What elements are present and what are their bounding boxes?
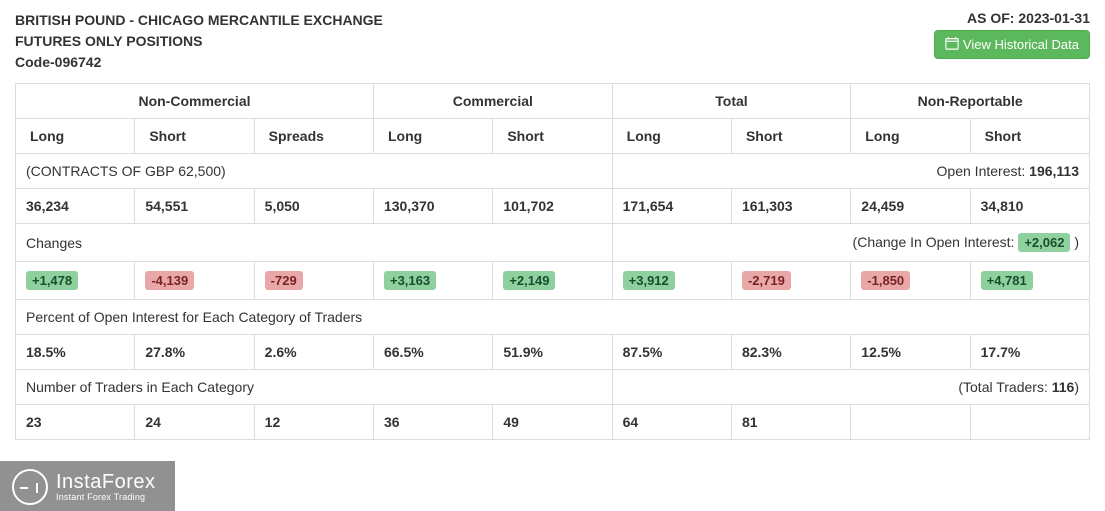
percent-info-row: Percent of Open Interest for Each Catego…	[16, 300, 1090, 335]
percent-cell: 18.5%	[16, 335, 135, 370]
traders-cell: 23	[16, 405, 135, 440]
changes-row: +1,478 -4,139 -729 +3,163 +2,149 +3,912 …	[16, 262, 1090, 300]
group-total: Total	[612, 84, 851, 119]
percent-cell: 17.7%	[970, 335, 1089, 370]
change-badge: -729	[265, 271, 303, 290]
percent-cell: 82.3%	[731, 335, 850, 370]
position-cell: 130,370	[373, 189, 492, 224]
changes-label: Changes	[16, 224, 613, 262]
col-header: Short	[731, 119, 850, 154]
percent-cell: 51.9%	[493, 335, 612, 370]
change-badge: -4,139	[145, 271, 194, 290]
change-badge: -2,719	[742, 271, 791, 290]
traders-info-row: Number of Traders in Each Category (Tota…	[16, 370, 1090, 405]
open-interest-value: 196,113	[1029, 163, 1079, 179]
total-traders-label: (Total Traders:	[958, 379, 1047, 395]
position-cell: 54,551	[135, 189, 254, 224]
traders-cell	[851, 405, 970, 440]
col-header: Long	[851, 119, 970, 154]
change-badge: +3,163	[384, 271, 436, 290]
position-cell: 5,050	[254, 189, 373, 224]
percent-cell: 12.5%	[851, 335, 970, 370]
position-cell: 24,459	[851, 189, 970, 224]
header-title-block: BRITISH POUND - CHICAGO MERCANTILE EXCHA…	[15, 10, 383, 73]
total-traders-suffix: )	[1074, 379, 1079, 395]
percent-cell: 2.6%	[254, 335, 373, 370]
calendar-icon	[945, 36, 959, 53]
position-cell: 101,702	[493, 189, 612, 224]
change-cell: -1,850	[851, 262, 970, 300]
change-badge: +4,781	[981, 271, 1033, 290]
col-header: Spreads	[254, 119, 373, 154]
col-header: Long	[373, 119, 492, 154]
open-interest-cell: Open Interest: 196,113	[612, 154, 1089, 189]
group-non-commercial: Non-Commercial	[16, 84, 374, 119]
change-oi-suffix: )	[1074, 234, 1079, 250]
view-historical-button[interactable]: View Historical Data	[934, 30, 1090, 59]
percent-cell: 27.8%	[135, 335, 254, 370]
change-cell: +2,149	[493, 262, 612, 300]
watermark-brand: InstaForex	[56, 471, 155, 493]
header-code: Code-096742	[15, 52, 383, 73]
change-badge: +1,478	[26, 271, 78, 290]
as-of-block: AS OF: 2023-01-31	[934, 10, 1090, 26]
contracts-label: (CONTRACTS OF GBP 62,500)	[16, 154, 613, 189]
change-cell: +3,163	[373, 262, 492, 300]
col-header: Short	[135, 119, 254, 154]
col-header: Long	[16, 119, 135, 154]
traders-cell: 12	[254, 405, 373, 440]
change-cell: +4,781	[970, 262, 1089, 300]
traders-cell: 24	[135, 405, 254, 440]
change-cell: -2,719	[731, 262, 850, 300]
percent-cell: 87.5%	[612, 335, 731, 370]
position-row: 36,234 54,551 5,050 130,370 101,702 171,…	[16, 189, 1090, 224]
change-badge: +2,149	[503, 271, 555, 290]
traders-cell: 64	[612, 405, 731, 440]
traders-cell: 36	[373, 405, 492, 440]
change-cell: -4,139	[135, 262, 254, 300]
col-header: Short	[970, 119, 1089, 154]
col-header: Long	[612, 119, 731, 154]
percent-cell: 66.5%	[373, 335, 492, 370]
change-badge: +3,912	[623, 271, 675, 290]
column-header-row: Long Short Spreads Long Short Long Short…	[16, 119, 1090, 154]
changes-info-row: Changes (Change In Open Interest: +2,062…	[16, 224, 1090, 262]
traders-label: Number of Traders in Each Category	[16, 370, 613, 405]
title-line-2: FUTURES ONLY POSITIONS	[15, 31, 383, 52]
change-oi-cell: (Change In Open Interest: +2,062 )	[612, 224, 1089, 262]
as-of-date: 2023-01-31	[1018, 10, 1090, 26]
traders-cell: 81	[731, 405, 850, 440]
change-cell: -729	[254, 262, 373, 300]
change-cell: +3,912	[612, 262, 731, 300]
traders-cell: 49	[493, 405, 612, 440]
group-header-row: Non-Commercial Commercial Total Non-Repo…	[16, 84, 1090, 119]
view-historical-label: View Historical Data	[963, 37, 1079, 52]
position-cell: 161,303	[731, 189, 850, 224]
change-oi-badge: +2,062	[1018, 233, 1070, 252]
total-traders-value: 116	[1052, 379, 1075, 395]
change-cell: +1,478	[16, 262, 135, 300]
traders-cell	[970, 405, 1089, 440]
watermark-tagline: Instant Forex Trading	[56, 493, 155, 503]
instaforex-logo-icon	[12, 469, 48, 505]
total-traders-cell: (Total Traders: 116)	[612, 370, 1089, 405]
percent-row: 18.5% 27.8% 2.6% 66.5% 51.9% 87.5% 82.3%…	[16, 335, 1090, 370]
change-badge: -1,850	[861, 271, 910, 290]
col-header: Short	[493, 119, 612, 154]
watermark: InstaForex Instant Forex Trading	[0, 461, 175, 511]
positions-table: Non-Commercial Commercial Total Non-Repo…	[15, 83, 1090, 440]
position-cell: 36,234	[16, 189, 135, 224]
as-of-label: AS OF:	[967, 10, 1014, 26]
open-interest-label: Open Interest:	[937, 163, 1026, 179]
contracts-info-row: (CONTRACTS OF GBP 62,500) Open Interest:…	[16, 154, 1090, 189]
change-oi-label: (Change In Open Interest:	[853, 234, 1015, 250]
position-cell: 171,654	[612, 189, 731, 224]
group-non-reportable: Non-Reportable	[851, 84, 1090, 119]
title-line-1: BRITISH POUND - CHICAGO MERCANTILE EXCHA…	[15, 10, 383, 31]
traders-row: 23 24 12 36 49 64 81	[16, 405, 1090, 440]
group-commercial: Commercial	[373, 84, 612, 119]
percent-label: Percent of Open Interest for Each Catego…	[16, 300, 1090, 335]
position-cell: 34,810	[970, 189, 1089, 224]
